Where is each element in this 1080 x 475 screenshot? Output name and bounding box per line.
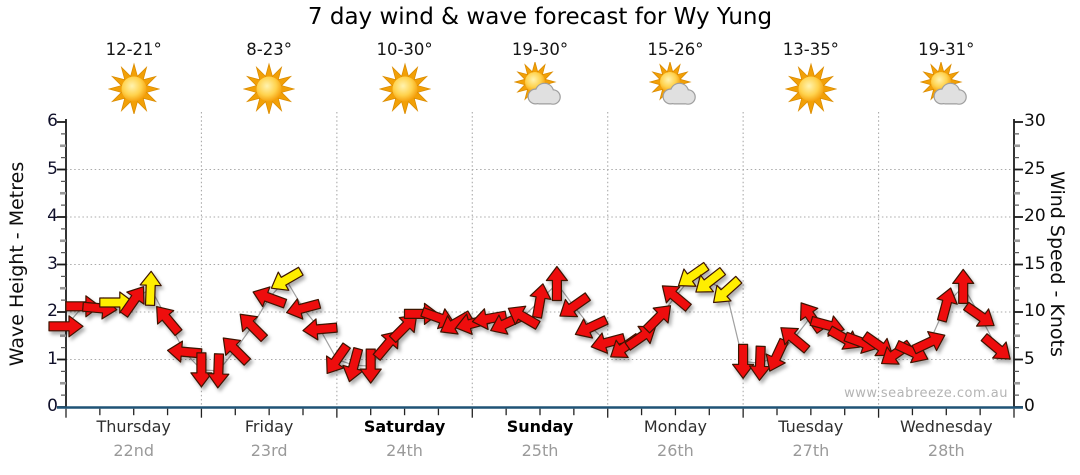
wind-arrow [239,313,269,343]
wind-speed-tick: 20 [1024,206,1046,226]
wind-arrow [780,327,811,354]
wind-arrow [342,347,364,383]
day-date: 28th [927,441,965,460]
day-name: Friday [244,417,294,436]
wind-arrow [748,345,772,381]
day-name: Saturday [363,417,446,436]
sun-cloud-icon [649,62,697,105]
wind-arrow [661,285,692,312]
wind-arrow [325,342,351,375]
day-name: Tuesday [778,417,844,436]
day-date: 23rd [250,441,288,460]
day-date: 24th [386,441,423,460]
wind-arrow [156,305,183,337]
wind-arrow [207,353,230,389]
wave-height-tick: 6 [47,111,58,131]
sun-icon [243,62,296,114]
wind-arrow [962,301,995,327]
wind-arrow [712,275,743,304]
wind-arrow [936,287,958,323]
wind-arrow [507,305,541,330]
wind-arrow [471,308,508,331]
wind-arrow [252,286,288,309]
wind-arrow [359,348,382,384]
wind-arrow [574,315,609,339]
wind-arrow [545,265,569,302]
right-axis-title: Wind Speed - Knots [1046,171,1068,357]
day-name: Wednesday [899,417,993,436]
day-name: Monday [643,417,708,436]
wave-height-tick: 2 [47,301,58,321]
watermark: www.seabreeze.com.au [844,386,1008,401]
temperature-range: 19-31° [918,40,975,59]
sun-icon [107,62,160,114]
wind-speed-tick: 10 [1024,301,1046,321]
wind-speed-tick: 25 [1024,158,1046,179]
wind-arrow [48,315,84,338]
wind-arrow [642,305,672,334]
wave-height-tick: 0 [47,396,58,416]
wind-arrow-series [48,261,1011,389]
wind-arrow [765,337,789,372]
wave-height-tick: 4 [47,206,58,226]
wind-arrow [677,261,710,287]
wind-speed-tick: 15 [1024,253,1046,274]
temperature-range: 13-35° [782,40,839,59]
sun-icon [784,62,837,114]
wind-arrow [119,286,145,318]
wind-speed-tick: 5 [1024,348,1035,369]
wind-arrow [980,333,1011,360]
wind-arrow [590,332,626,354]
sun-cloud-icon [514,62,561,105]
wind-arrow [911,331,946,355]
wind-arrow [270,266,304,291]
temperature-range: 15-26° [647,40,704,59]
wind-speed-tick: 30 [1024,111,1046,131]
sun-icon [378,62,431,114]
wind-arrow [388,314,418,344]
wind-arrow [529,283,552,319]
wind-arrow [624,325,657,351]
day-date: 26th [657,441,694,460]
wave-height-tick: 3 [47,253,58,274]
chart-title: 7 day wind & wave forecast for Wy Yung [307,4,773,30]
wind-arrow [799,302,825,334]
temperature-range: 10-30° [376,40,433,59]
wind-arrow [166,340,203,363]
wave-height-tick: 5 [47,158,58,179]
wind-arrow [190,352,213,388]
sun-cloud-icon [920,62,968,105]
wind-arrow [731,343,755,379]
wind-arrow [302,318,338,341]
temperature-range: 12-21° [105,40,162,59]
day-name: Sunday [506,417,574,436]
wind-arrow [139,270,162,307]
wind-arrow [285,298,322,320]
wind-arrow [222,337,252,366]
wind-arrow [952,268,975,304]
wind-speed-tick: 0 [1024,396,1035,416]
day-name: Thursday [96,417,171,436]
wind-arrow [559,292,592,318]
left-axis-title: Wave Height - Metres [6,161,28,367]
temperature-range: 8-23° [246,40,292,59]
day-date: 25th [521,441,559,460]
wind-arrow [695,266,727,293]
day-date: 22nd [113,441,155,460]
day-date: 27th [792,441,830,460]
temperature-range: 19-30° [511,40,569,59]
wave-height-tick: 1 [47,348,58,369]
